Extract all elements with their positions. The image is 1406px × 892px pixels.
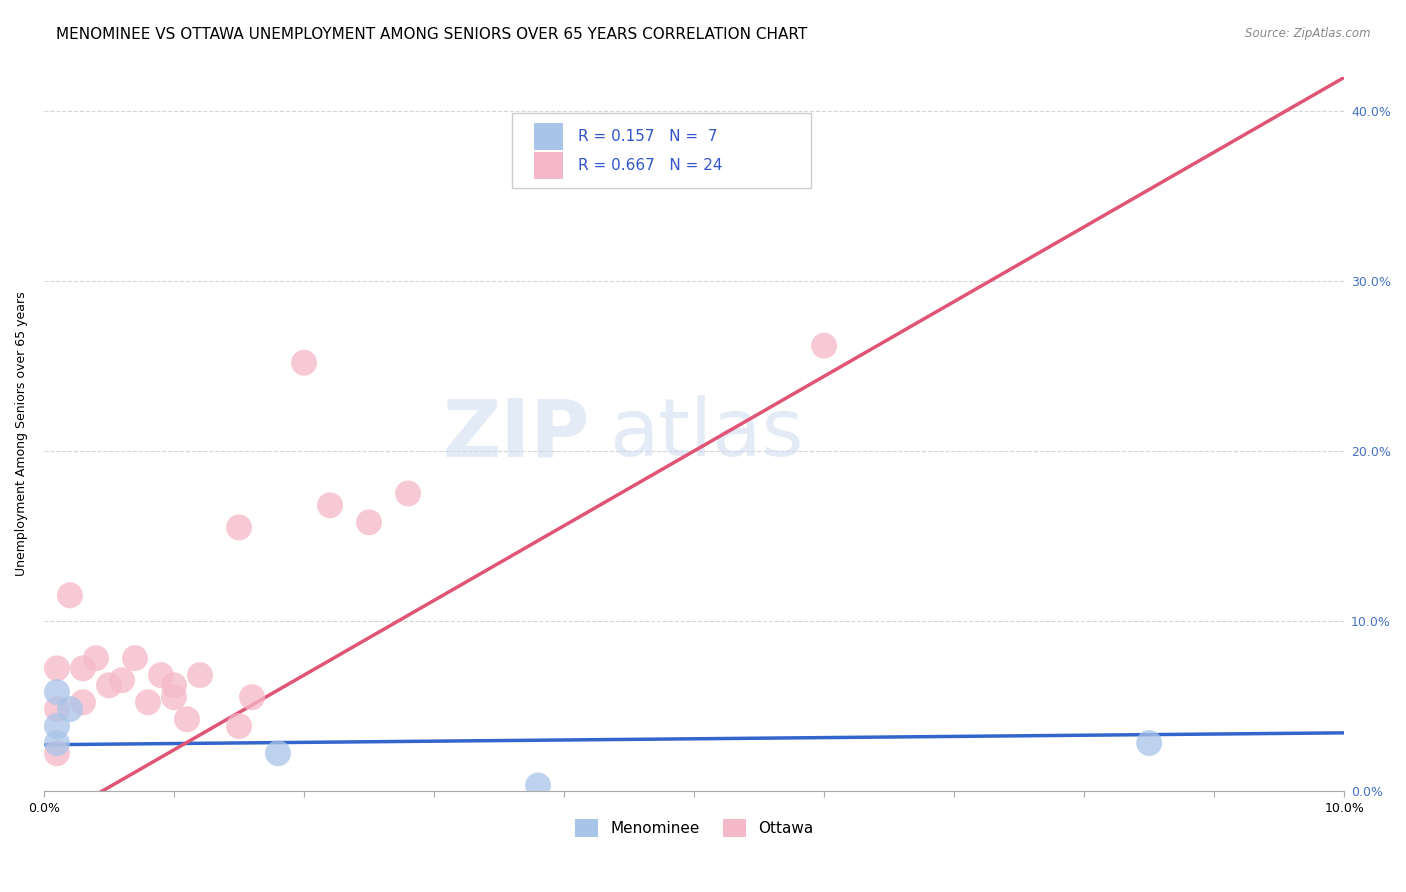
Point <box>124 651 146 665</box>
Point <box>59 702 82 716</box>
Point <box>84 651 107 665</box>
Point <box>46 719 69 733</box>
Point <box>1137 736 1160 750</box>
Point <box>228 520 250 534</box>
Text: R = 0.157   N =  7: R = 0.157 N = 7 <box>578 129 718 145</box>
FancyBboxPatch shape <box>512 113 811 188</box>
Text: MENOMINEE VS OTTAWA UNEMPLOYMENT AMONG SENIORS OVER 65 YEARS CORRELATION CHART: MENOMINEE VS OTTAWA UNEMPLOYMENT AMONG S… <box>56 27 807 42</box>
Bar <box>534 123 562 150</box>
Point <box>136 695 159 709</box>
Point <box>59 588 82 602</box>
Legend: Menominee, Ottawa: Menominee, Ottawa <box>569 813 820 844</box>
Point <box>396 486 419 500</box>
Point <box>188 668 211 682</box>
Point <box>46 702 69 716</box>
Point <box>46 685 69 699</box>
Bar <box>534 152 562 178</box>
Text: ZIP: ZIP <box>443 395 591 473</box>
Point <box>240 690 263 705</box>
Text: Source: ZipAtlas.com: Source: ZipAtlas.com <box>1246 27 1371 40</box>
Point <box>163 678 186 692</box>
Y-axis label: Unemployment Among Seniors over 65 years: Unemployment Among Seniors over 65 years <box>15 292 28 576</box>
Point <box>176 712 198 726</box>
Point <box>111 673 134 688</box>
Point <box>150 668 173 682</box>
Point <box>319 499 342 513</box>
Point <box>46 736 69 750</box>
Point <box>357 516 380 530</box>
Text: atlas: atlas <box>610 395 804 473</box>
Point <box>163 690 186 705</box>
Point <box>813 339 835 353</box>
Point <box>72 661 94 675</box>
Point <box>46 661 69 675</box>
Point <box>292 356 315 370</box>
Point <box>46 746 69 760</box>
Point <box>98 678 121 692</box>
Point <box>267 746 290 760</box>
Text: R = 0.667   N = 24: R = 0.667 N = 24 <box>578 158 723 173</box>
Point <box>527 779 550 793</box>
Point <box>72 695 94 709</box>
Point <box>228 719 250 733</box>
